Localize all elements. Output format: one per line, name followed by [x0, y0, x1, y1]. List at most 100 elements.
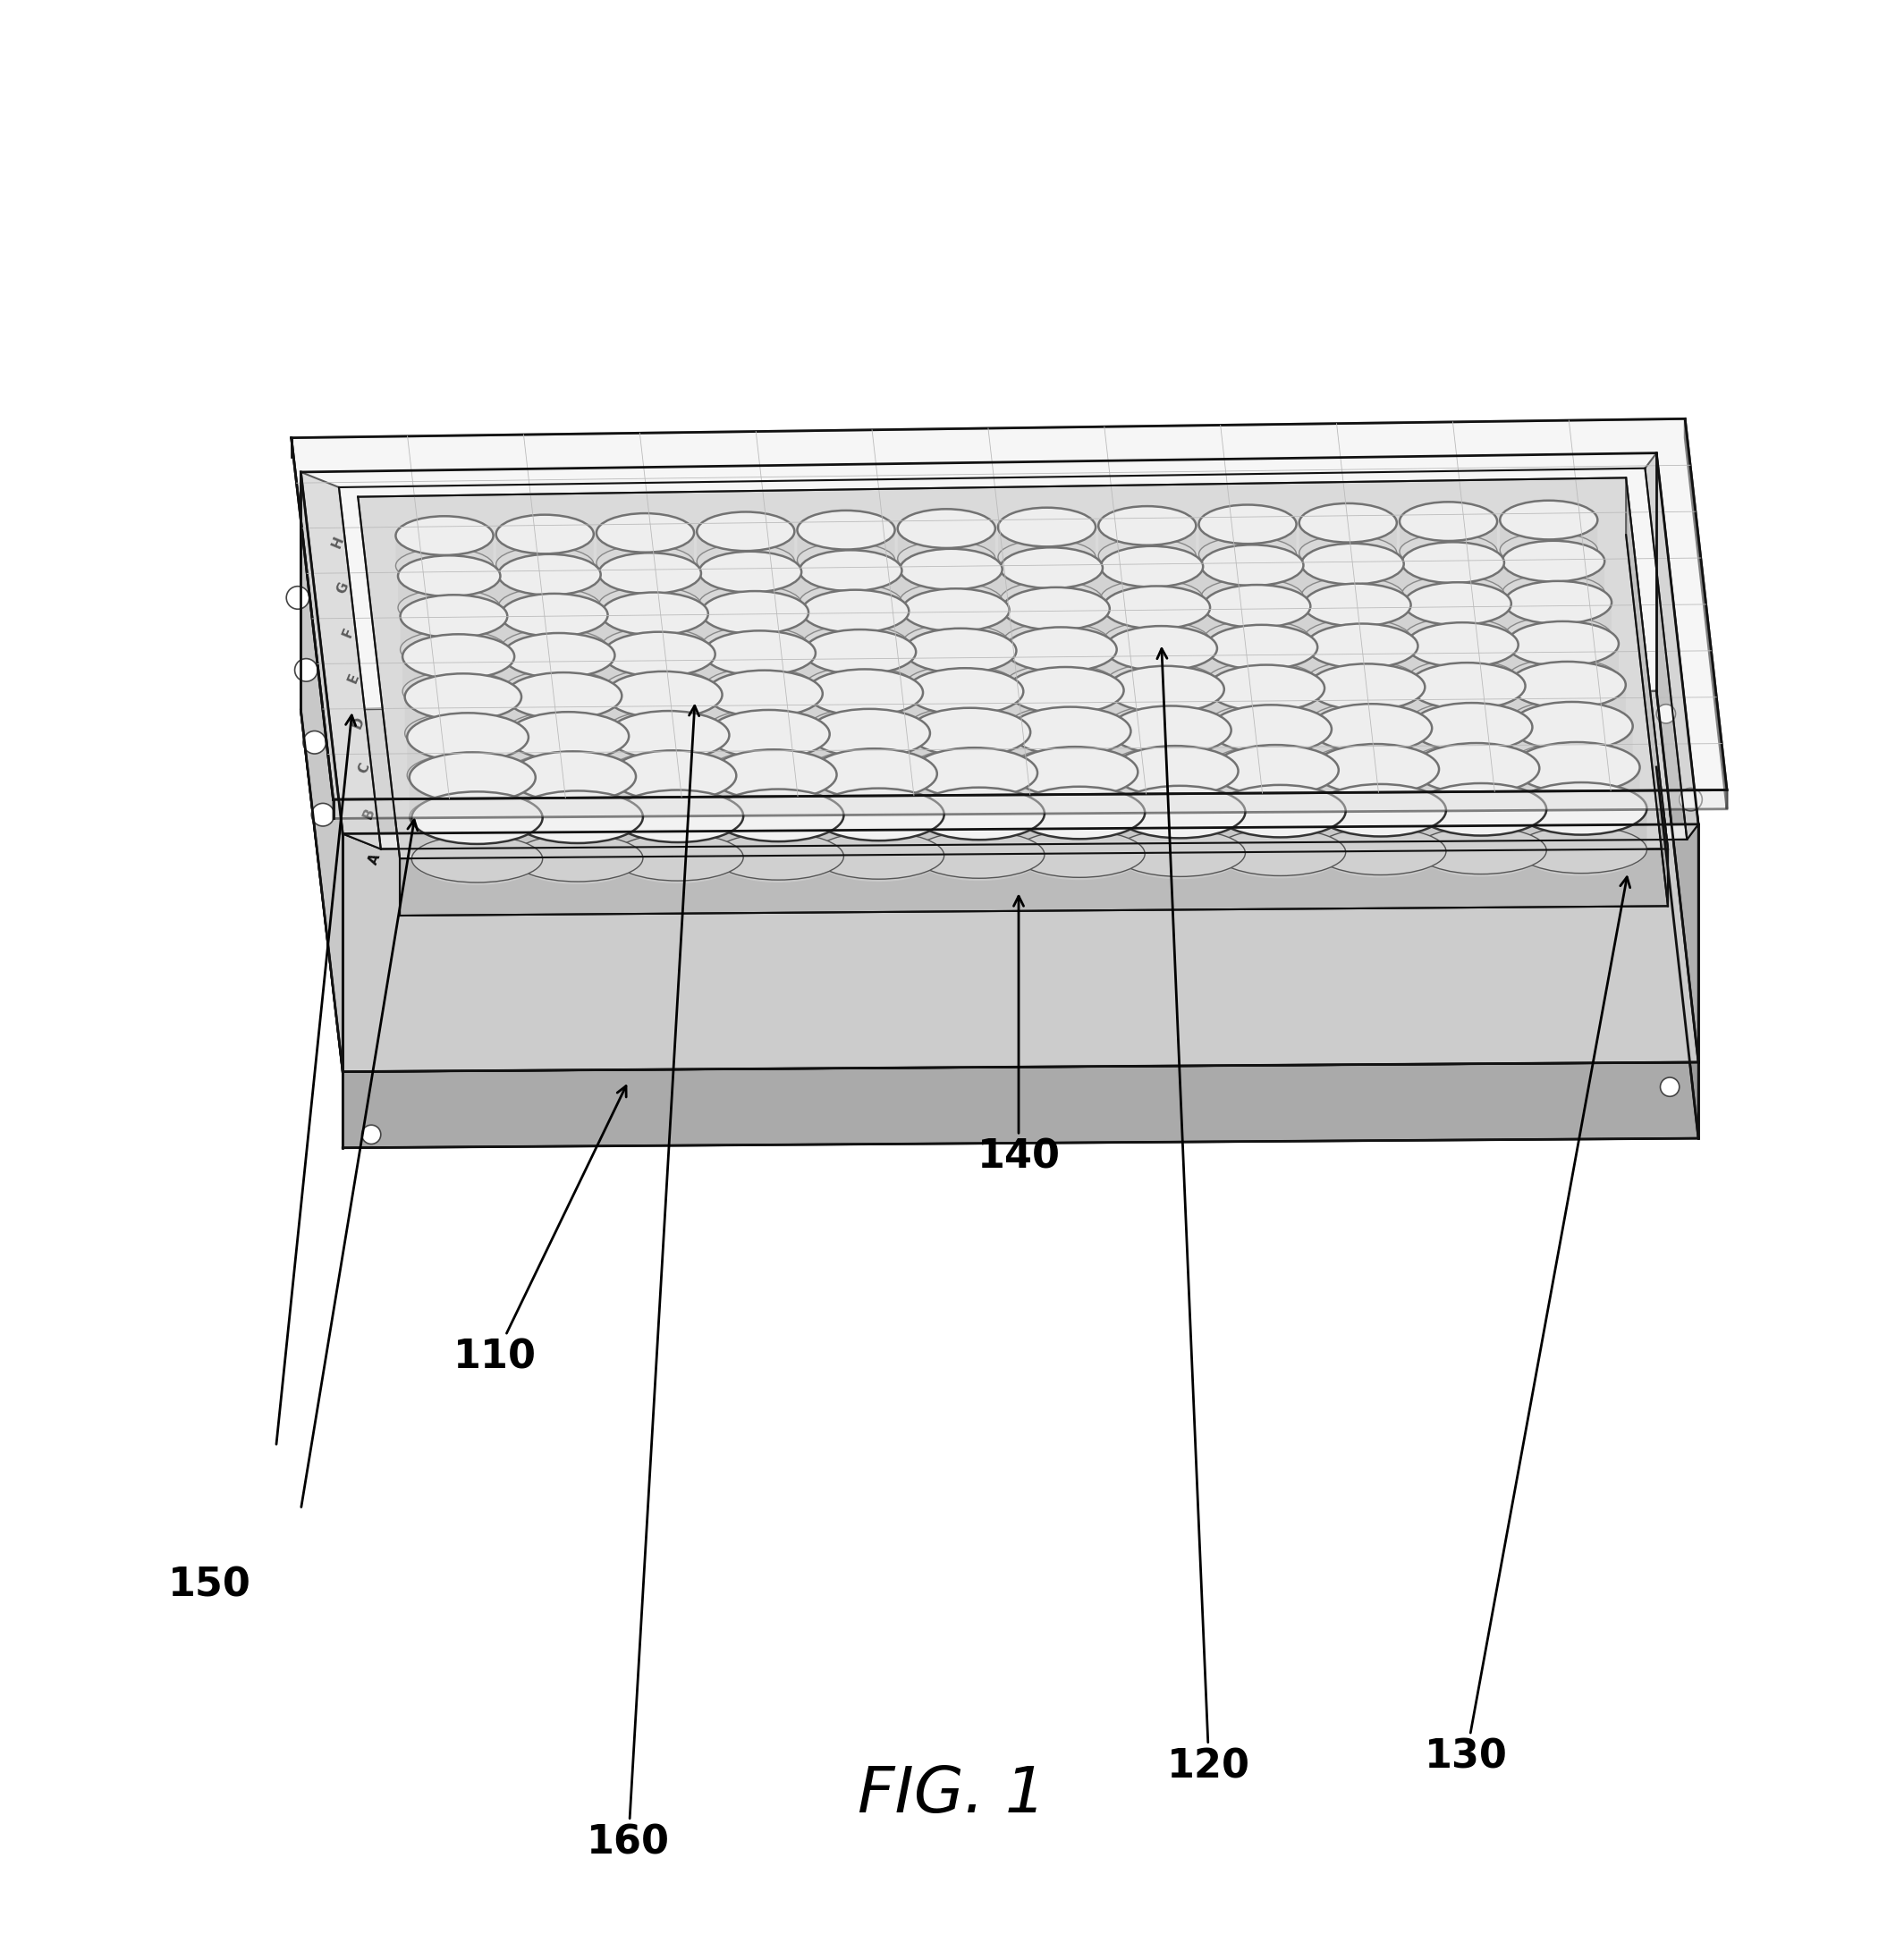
Polygon shape [1200, 524, 1297, 574]
Ellipse shape [508, 752, 628, 797]
Polygon shape [1112, 772, 1238, 835]
Ellipse shape [1304, 619, 1411, 658]
Ellipse shape [609, 750, 737, 801]
Ellipse shape [712, 789, 843, 841]
Text: F: F [341, 627, 356, 640]
Polygon shape [906, 692, 1022, 750]
Ellipse shape [1514, 743, 1639, 793]
Text: G: G [335, 580, 352, 596]
Ellipse shape [497, 547, 594, 582]
Ellipse shape [1104, 627, 1217, 671]
Polygon shape [396, 536, 493, 586]
Circle shape [1656, 704, 1676, 723]
Ellipse shape [1409, 663, 1525, 710]
Polygon shape [1099, 526, 1196, 574]
Polygon shape [1399, 522, 1497, 571]
Polygon shape [1114, 812, 1245, 880]
Ellipse shape [598, 586, 701, 623]
Polygon shape [607, 735, 729, 797]
Ellipse shape [901, 549, 1002, 590]
Ellipse shape [1015, 787, 1144, 839]
Ellipse shape [912, 789, 1038, 835]
Ellipse shape [1310, 704, 1432, 752]
Ellipse shape [411, 791, 543, 843]
Polygon shape [897, 528, 996, 578]
Ellipse shape [699, 551, 802, 592]
Polygon shape [1203, 605, 1310, 661]
Ellipse shape [901, 582, 1002, 619]
Ellipse shape [1102, 621, 1211, 659]
Polygon shape [343, 824, 1698, 1071]
Circle shape [1660, 1077, 1679, 1097]
Polygon shape [333, 789, 1727, 818]
Polygon shape [1656, 453, 1698, 1062]
Ellipse shape [1512, 702, 1634, 750]
Text: D: D [350, 716, 367, 731]
Polygon shape [998, 528, 1095, 576]
Ellipse shape [906, 706, 1022, 748]
Ellipse shape [1114, 785, 1245, 837]
Polygon shape [1304, 605, 1411, 659]
Ellipse shape [411, 835, 543, 882]
Ellipse shape [596, 545, 695, 580]
Ellipse shape [914, 787, 1045, 839]
Ellipse shape [1310, 745, 1432, 787]
Circle shape [308, 752, 327, 772]
Polygon shape [807, 692, 923, 752]
Polygon shape [912, 774, 1038, 837]
Ellipse shape [1200, 505, 1297, 543]
Ellipse shape [396, 547, 493, 584]
Ellipse shape [1306, 623, 1418, 669]
Ellipse shape [809, 748, 929, 793]
Ellipse shape [1299, 536, 1398, 571]
Polygon shape [512, 816, 644, 884]
Ellipse shape [1415, 783, 1546, 835]
Polygon shape [1302, 565, 1403, 617]
Ellipse shape [396, 516, 493, 555]
Ellipse shape [1401, 576, 1504, 613]
Ellipse shape [800, 584, 902, 621]
Ellipse shape [1304, 584, 1411, 627]
Ellipse shape [1500, 532, 1597, 569]
Polygon shape [301, 472, 381, 849]
Polygon shape [1215, 810, 1346, 878]
Polygon shape [1000, 569, 1102, 621]
Polygon shape [908, 733, 1030, 795]
Ellipse shape [1215, 828, 1346, 876]
Ellipse shape [1203, 621, 1310, 659]
Ellipse shape [609, 793, 737, 837]
Ellipse shape [1403, 582, 1512, 625]
Text: B: B [362, 806, 377, 820]
Ellipse shape [607, 712, 729, 760]
Polygon shape [1314, 770, 1439, 834]
Ellipse shape [1510, 661, 1626, 708]
Polygon shape [1201, 565, 1304, 617]
Ellipse shape [505, 673, 623, 719]
Circle shape [1679, 787, 1702, 810]
Polygon shape [1626, 478, 1668, 907]
Polygon shape [1101, 567, 1203, 619]
Ellipse shape [904, 629, 1017, 673]
Ellipse shape [398, 555, 501, 596]
Ellipse shape [902, 625, 1009, 663]
Ellipse shape [798, 543, 895, 578]
Ellipse shape [701, 592, 809, 634]
Ellipse shape [998, 507, 1095, 547]
Circle shape [362, 1126, 381, 1145]
Polygon shape [1011, 772, 1139, 837]
Ellipse shape [512, 791, 644, 843]
Ellipse shape [712, 834, 843, 880]
Polygon shape [1512, 725, 1634, 789]
Text: H: H [329, 534, 347, 549]
Ellipse shape [813, 832, 944, 880]
Polygon shape [343, 1062, 1698, 1149]
Ellipse shape [1009, 708, 1131, 756]
Polygon shape [605, 694, 722, 754]
Ellipse shape [704, 630, 815, 675]
Polygon shape [904, 650, 1017, 708]
Ellipse shape [1101, 545, 1203, 588]
Polygon shape [902, 609, 1009, 665]
Ellipse shape [1502, 574, 1605, 611]
Ellipse shape [1407, 659, 1517, 700]
Polygon shape [402, 656, 514, 714]
